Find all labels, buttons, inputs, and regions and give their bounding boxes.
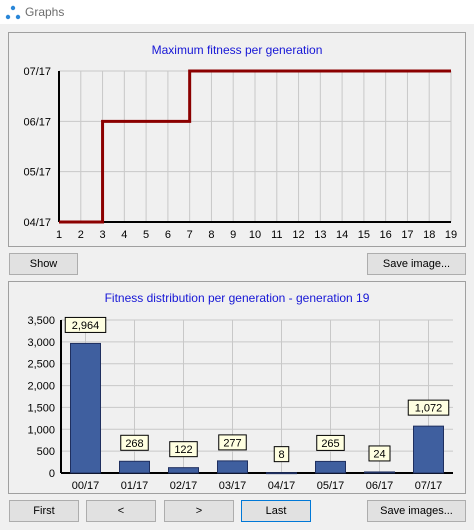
x-tick-label: 15 <box>358 229 370 241</box>
data-label: 24 <box>373 448 385 460</box>
y-tick-label: 06/17 <box>23 116 51 128</box>
x-tick-label: 02/17 <box>170 480 198 492</box>
y-tick-label: 04/17 <box>23 217 51 229</box>
bar <box>70 342 101 474</box>
y-tick-label: 05/17 <box>23 167 51 179</box>
data-label: 8 <box>278 449 284 461</box>
x-tick-label: 9 <box>230 229 236 241</box>
x-tick-label: 12 <box>292 229 304 241</box>
next-button[interactable]: > <box>164 500 234 522</box>
chart-title: Maximum fitness per generation <box>151 43 323 57</box>
data-label: 122 <box>174 444 192 456</box>
data-label-box <box>407 399 450 416</box>
x-tick-label: 04/17 <box>268 480 296 492</box>
x-tick-label: 05/17 <box>317 480 345 492</box>
x-tick-label: 7 <box>187 229 193 241</box>
data-label: 1,072 <box>415 403 443 415</box>
y-tick-label: 07/17 <box>23 66 51 78</box>
y-tick-label: 3,500 <box>27 315 55 327</box>
data-label: 268 <box>125 438 143 450</box>
x-tick-label: 1 <box>56 229 62 241</box>
bar <box>315 460 346 474</box>
window-title: Graphs <box>25 5 65 19</box>
data-label-box <box>368 445 391 462</box>
x-tick-label: 2 <box>78 229 84 241</box>
chart-title: Fitness distribution per generation - ge… <box>104 291 370 305</box>
show-button[interactable]: Show <box>9 253 78 275</box>
save-image-button[interactable]: Save image... <box>367 253 466 275</box>
first-button[interactable]: First <box>9 500 79 522</box>
x-tick-label: 11 <box>271 229 282 241</box>
bar <box>119 460 150 474</box>
x-tick-label: 19 <box>445 229 457 241</box>
fitness-distribution-panel: Fitness distribution per generation - ge… <box>8 281 466 494</box>
max-fitness-chart: 1 2 3 4 5 6 7 8 9 10 11 12 13 14 15 16 17 18 1904/1705/170… <box>23 66 457 241</box>
data-label-box <box>316 434 345 451</box>
bar <box>413 425 444 474</box>
x-tick-label: 14 <box>336 229 348 241</box>
x-tick-label: 4 <box>121 229 127 241</box>
x-tick-label: 18 <box>423 229 435 241</box>
y-tick-label: 2,000 <box>27 381 55 393</box>
plot-area <box>61 320 453 473</box>
y-tick-label: 0 <box>49 468 55 480</box>
x-tick-label: 16 <box>380 229 392 241</box>
y-tick-label: 2,500 <box>27 359 55 371</box>
data-label-box <box>120 434 149 451</box>
x-tick-label: 03/17 <box>219 480 247 492</box>
x-tick-label: 10 <box>249 229 261 241</box>
x-tick-label: 06/17 <box>366 480 394 492</box>
x-tick-label: 17 <box>401 229 413 241</box>
data-label: 2,964 <box>72 320 100 332</box>
y-tick-label: 1,000 <box>27 424 55 436</box>
title-bar: Graphs <box>0 0 474 24</box>
bar <box>364 471 395 474</box>
x-tick-label: 5 <box>143 229 149 241</box>
x-tick-label: 01/17 <box>121 480 149 492</box>
bar <box>168 467 199 474</box>
data-label: 277 <box>223 437 241 449</box>
x-tick-label: 6 <box>165 229 171 241</box>
data-label-box <box>169 441 198 458</box>
app-icon <box>5 5 21 20</box>
last-button[interactable]: Last <box>241 500 311 522</box>
save-images-button[interactable]: Save images... <box>367 500 466 522</box>
x-tick-label: 00/17 <box>72 480 100 492</box>
fitness-distribution-chart: 0 500 1,000 1,500 2,000 2,500 3,000 3,500 00/17 2… <box>27 315 453 492</box>
y-tick-label: 1,500 <box>27 402 55 414</box>
data-label-box <box>273 446 290 463</box>
data-label: 265 <box>321 438 339 450</box>
x-tick-label: 3 <box>99 229 105 241</box>
bar <box>217 460 248 474</box>
y-tick-label: 3,000 <box>27 337 55 349</box>
x-tick-label: 13 <box>314 229 326 241</box>
series-line <box>59 69 451 224</box>
x-tick-label: 07/17 <box>415 480 443 492</box>
x-tick-label: 8 <box>208 229 214 241</box>
bar <box>266 472 297 475</box>
y-tick-label: 500 <box>37 446 55 458</box>
data-label-box <box>218 434 247 451</box>
previous-button[interactable]: < <box>86 500 156 522</box>
data-label-box <box>64 316 107 333</box>
